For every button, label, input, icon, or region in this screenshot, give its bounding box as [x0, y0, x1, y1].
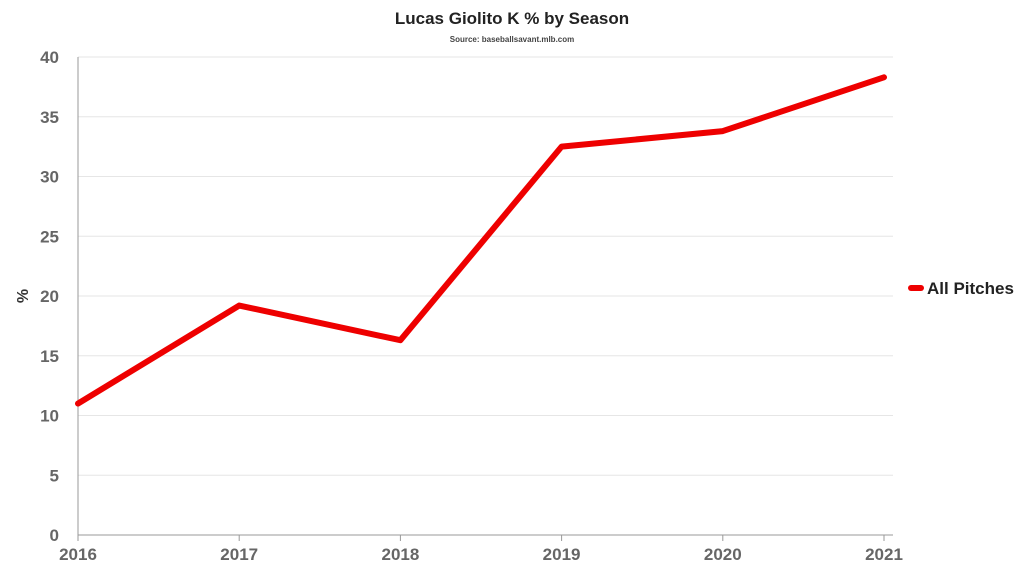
data-point — [883, 76, 885, 78]
y-axis-label: % — [15, 289, 32, 303]
data-point — [561, 146, 563, 148]
y-tick-label: 20 — [40, 287, 59, 306]
y-tick-label: 35 — [40, 108, 59, 127]
y-tick-label: 0 — [50, 526, 59, 545]
y-tick-label: 30 — [40, 168, 59, 187]
chart-title: Lucas Giolito K % by Season — [395, 9, 629, 28]
x-tick-label: 2021 — [865, 545, 903, 564]
data-point — [77, 403, 79, 405]
data-point — [722, 130, 724, 132]
series-group — [75, 74, 887, 407]
x-tick-label: 2020 — [704, 545, 742, 564]
y-tick-label: 15 — [40, 347, 59, 366]
y-tick-label: 10 — [40, 407, 59, 426]
x-tick-label: 2016 — [59, 545, 97, 564]
x-tick-label: 2017 — [220, 545, 258, 564]
x-tick-label: 2019 — [543, 545, 581, 564]
gridlines — [77, 56, 893, 536]
y-tick-label: 40 — [40, 48, 59, 67]
y-tick-label: 25 — [40, 227, 59, 246]
x-axis: 2016 2017 2018 2019 2020 2021 — [59, 535, 903, 564]
legend: All Pitches — [908, 279, 1014, 298]
data-point — [399, 339, 401, 341]
y-axis: 0 5 10 15 20 25 30 35 40 — [40, 48, 59, 545]
y-tick-label: 5 — [50, 466, 59, 485]
chart-subtitle: Source: baseballsavant.mlb.com — [450, 35, 575, 44]
legend-label: All Pitches — [927, 279, 1014, 298]
series-line — [75, 74, 887, 407]
x-tick-label: 2018 — [381, 545, 419, 564]
data-point — [238, 305, 240, 307]
